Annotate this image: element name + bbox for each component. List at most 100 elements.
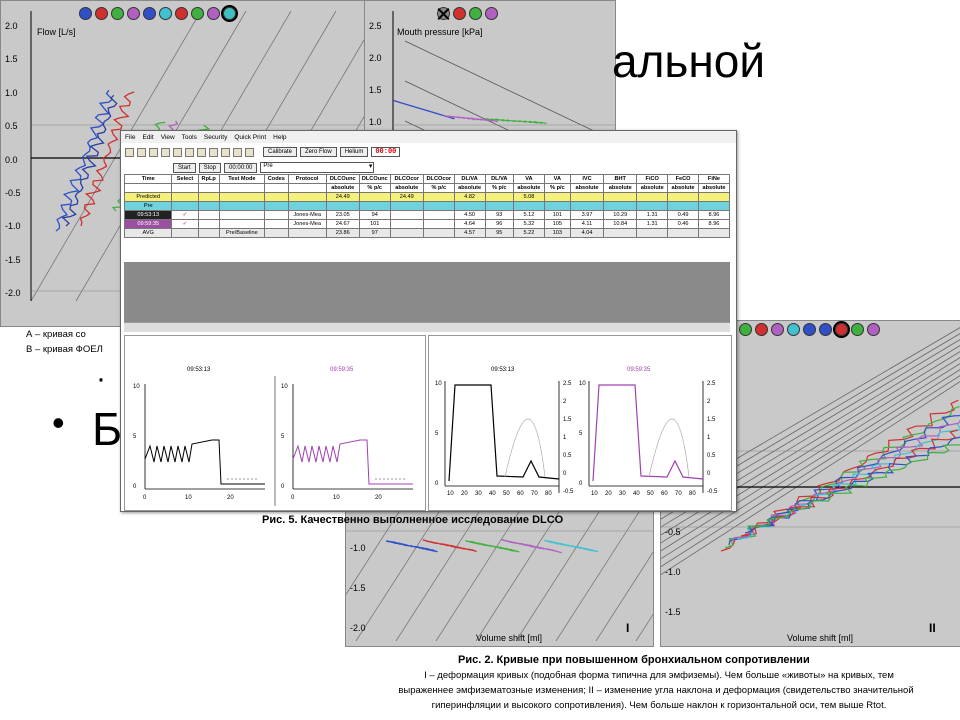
- table-cell: [263, 228, 289, 238]
- x-tick: 10: [333, 495, 340, 501]
- curve-color-ball[interactable]: [159, 7, 172, 20]
- curve-color-ball[interactable]: [127, 7, 140, 20]
- curve-color-ball[interactable]: [867, 323, 880, 336]
- menu-item-security[interactable]: Security: [203, 133, 228, 141]
- tools-icon[interactable]: [209, 147, 218, 157]
- table-cell: 8.96: [697, 210, 731, 220]
- table-cell: 93: [484, 210, 514, 220]
- table-cell: [218, 192, 265, 202]
- table-cell: [603, 192, 638, 202]
- helium-button[interactable]: Helium: [339, 147, 369, 157]
- y2-tick: 0: [707, 471, 711, 477]
- loop-curve: [732, 419, 960, 543]
- curve-color-ball[interactable]: [469, 7, 482, 20]
- flow-caption-b: В – кривая ФОЕЛ: [26, 344, 103, 355]
- y-tick: 10: [133, 384, 140, 390]
- settings-icon[interactable]: [233, 147, 242, 157]
- x-tick: 30: [475, 491, 482, 497]
- y-tick-label: 0.5: [5, 121, 18, 132]
- table-cell: % p/c: [422, 183, 455, 193]
- dlco-software-window: File Edit View Tools Security Quick Print Help…: [120, 130, 737, 512]
- tracer-gas-curve: [504, 418, 546, 478]
- gas-trace: [448, 384, 560, 482]
- table-cell: 10.84: [603, 219, 638, 229]
- curve-color-ball[interactable]: [453, 7, 466, 20]
- table-row-row2[interactable]: 09:59:35 ✓ Jones-Mea 24.67 101 4.64 96 5.32 105 4…: [123, 219, 731, 229]
- y2-tick: 2.5: [707, 381, 716, 387]
- slide-bullet-letter: Б: [92, 403, 123, 455]
- y2-tick: -0.5: [707, 489, 718, 495]
- curve-color-ball[interactable]: [111, 7, 124, 20]
- zero-flow-button[interactable]: Zero Flow: [300, 147, 337, 157]
- curve-color-ball[interactable]: [437, 7, 450, 20]
- isovolume-line: [595, 551, 653, 642]
- curve-color-ball[interactable]: [739, 323, 752, 336]
- y-tick: 10: [435, 381, 442, 387]
- table-cell[interactable]: ✓: [171, 210, 199, 220]
- table-cell: [287, 192, 327, 202]
- table-cell: [636, 192, 669, 202]
- curve-color-ball[interactable]: [207, 7, 220, 20]
- horizontal-scrollbar[interactable]: [124, 322, 730, 332]
- x-tick: 50: [503, 491, 510, 497]
- run-controls: Start Stop 00:00:00 Pre: [173, 162, 375, 173]
- menu-item-quick-print[interactable]: Quick Print: [234, 133, 267, 141]
- curve-color-ball[interactable]: [221, 5, 238, 22]
- curve-color-ball[interactable]: [833, 321, 850, 338]
- table-cell: [197, 201, 220, 211]
- check-icon[interactable]: [185, 147, 194, 157]
- new-file-icon[interactable]: [125, 147, 134, 157]
- edit-icon[interactable]: [197, 147, 206, 157]
- table-cell: 1.31: [636, 210, 669, 220]
- help-icon[interactable]: [245, 147, 254, 157]
- table-cell: [358, 192, 391, 202]
- table-cell: BHT: [603, 174, 638, 184]
- curve-color-ball[interactable]: [803, 323, 816, 336]
- curve-color-ball[interactable]: [79, 7, 92, 20]
- x-tick: 0: [143, 495, 147, 501]
- bottom-left-xlabel: Volume shift [ml]: [476, 633, 543, 643]
- table-row-header1: Time Select RpLp Test Mode Codes Protocol DLCO…: [123, 174, 731, 184]
- pressure-curve-selector[interactable]: [437, 7, 498, 20]
- slope-line: [661, 381, 960, 576]
- print-icon[interactable]: [161, 147, 170, 157]
- bottom-right-curve-selector[interactable]: [723, 321, 880, 338]
- link-icon[interactable]: [221, 147, 230, 157]
- menu-item-tools[interactable]: Tools: [181, 133, 197, 141]
- test-mode-dropdown[interactable]: Pre: [260, 162, 375, 173]
- menu-item-view[interactable]: View: [160, 133, 175, 141]
- table-cell: 103: [543, 228, 571, 238]
- calibrate-button[interactable]: Calibrate: [263, 147, 298, 157]
- chart-time-label: 09:53:13: [491, 367, 515, 373]
- table-cell: 0.46: [667, 219, 699, 229]
- delete-icon[interactable]: [173, 147, 182, 157]
- curve-color-selector[interactable]: [79, 5, 238, 22]
- curve-color-ball[interactable]: [485, 7, 498, 20]
- menu-item-edit[interactable]: Edit: [142, 133, 154, 141]
- curve-color-ball[interactable]: [143, 7, 156, 20]
- table-cell: FeCO: [667, 174, 699, 184]
- table-cell: [484, 192, 514, 202]
- start-button[interactable]: Start: [173, 162, 196, 173]
- table-row-row1[interactable]: 09:53:13 ✓ Jones-Mea 23.05 94 4.50 93 5.12 101 3.…: [123, 210, 731, 220]
- flow-trace-charts: 09:53:13 09:59:35 10 5 0 0 10 20 10 5 0 0 10 20: [124, 335, 426, 511]
- save-icon[interactable]: [149, 147, 158, 157]
- stop-button[interactable]: Stop: [198, 162, 222, 173]
- curve-color-ball[interactable]: [95, 7, 108, 20]
- curve-color-ball[interactable]: [787, 323, 800, 336]
- curve-color-ball[interactable]: [175, 7, 188, 20]
- slope-line: [661, 363, 960, 552]
- table-cell[interactable]: ✓: [171, 219, 199, 229]
- curve-color-ball[interactable]: [755, 323, 768, 336]
- curve-color-ball[interactable]: [191, 7, 204, 20]
- menu-item-help[interactable]: Help: [273, 133, 287, 141]
- y-tick-label: 2.0: [369, 53, 382, 63]
- pressure-curve: [443, 114, 498, 123]
- open-folder-icon[interactable]: [137, 147, 146, 157]
- table-cell: [389, 219, 424, 229]
- curve-color-ball[interactable]: [819, 323, 832, 336]
- curve-color-ball[interactable]: [771, 323, 784, 336]
- menu-item-file[interactable]: File: [125, 133, 136, 141]
- table-cell: 0.49: [667, 210, 699, 220]
- curve-color-ball[interactable]: [851, 323, 864, 336]
